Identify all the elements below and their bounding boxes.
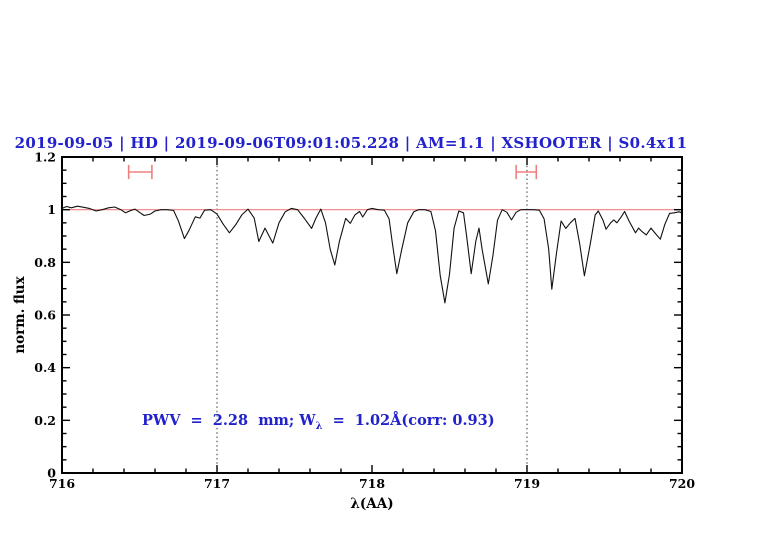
y-tick-label: 0.2: [34, 413, 56, 428]
y-tick-label: 0.6: [34, 308, 56, 323]
equivalent-width-text: = 1.02Å(corr: 0.93): [322, 412, 495, 429]
spectrum-line: [61, 205, 683, 304]
plot-frame: [61, 156, 683, 474]
plot-title: 2019-09-05 | HD | 2019-09-06T09:01:05.22…: [14, 134, 688, 152]
x-tick-label: 716: [49, 476, 75, 491]
x-tick-label: 720: [669, 476, 695, 491]
x-tick-label: 717: [204, 476, 230, 491]
y-tick-label: 0: [47, 466, 56, 481]
x-axis-label: λ(AA): [350, 496, 394, 512]
x-tick-label: 718: [359, 476, 385, 491]
y-tick-label: 0.8: [34, 255, 56, 270]
pwv-text: PWV = 2.28 mm; W: [142, 412, 316, 429]
band-range-marker: [127, 164, 153, 180]
y-tick-label: 1.2: [34, 150, 56, 165]
y-tick-label: 1: [47, 202, 56, 217]
y-axis-label: norm. flux: [12, 276, 28, 354]
band-range-marker: [515, 164, 538, 180]
lambda-subscript-icon: λ: [315, 420, 323, 432]
x-tick-label: 719: [514, 476, 540, 491]
pwv-annotation: PWV = 2.28 mm; Wλ = 1.02Å(corr: 0.93): [142, 412, 495, 432]
y-tick-label: 0.4: [34, 360, 56, 375]
